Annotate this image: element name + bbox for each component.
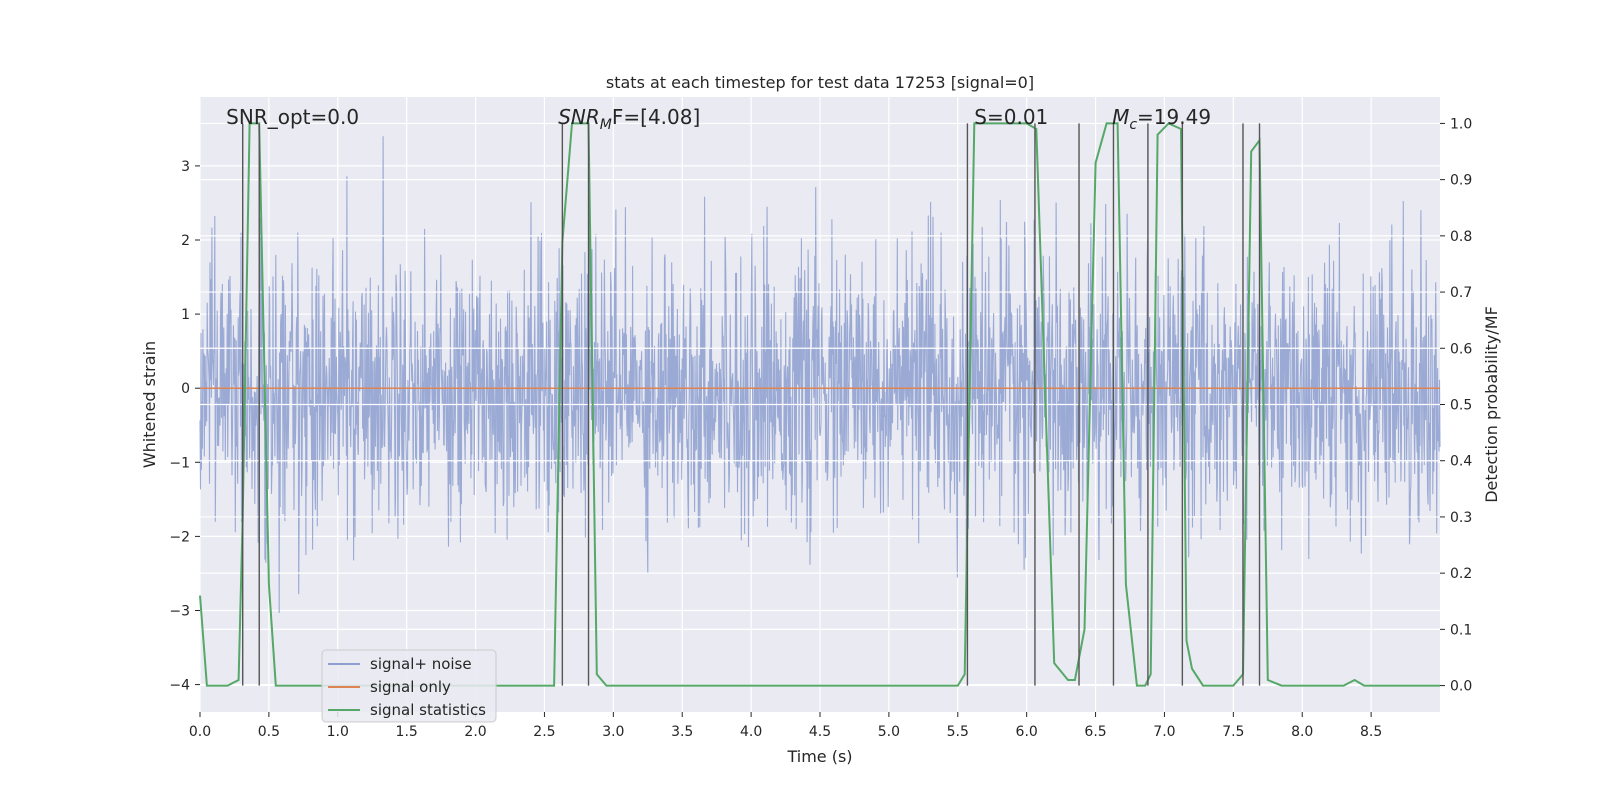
y-axis-right-label: Detection probability/MF (1482, 306, 1501, 503)
y-left-tick-label: 2 (181, 233, 190, 249)
annotation-snr-opt: SNR_opt=0.0 (226, 105, 359, 129)
y-right-tick-label: 1.0 (1450, 116, 1472, 132)
x-tick-label: 3.0 (602, 724, 624, 740)
x-tick-label: 0.5 (258, 724, 280, 740)
legend-label-signal-statistics: signal statistics (370, 701, 486, 719)
series-lines (199, 122, 1440, 687)
y-left-tick-label: 3 (181, 159, 190, 175)
x-axis-label: Time (s) (786, 747, 852, 766)
y-right-tick-label: 0.7 (1450, 285, 1472, 301)
y-right-tick-label: 0.8 (1450, 229, 1472, 245)
x-tick-label: 7.0 (1153, 724, 1175, 740)
axes: 0.0 0.5 1.0 1.5 2.0 2.5 3.0 3.5 4.0 4.5 5.0 5.5 6.0 6… (169, 116, 1472, 740)
y-left-tick-label: −2 (169, 529, 190, 545)
y-right-tick-label: 0.5 (1450, 398, 1472, 414)
annotation-mc-base: M (1112, 105, 1129, 129)
legend-box (321, 649, 497, 723)
x-tick-label: 2.0 (464, 724, 486, 740)
annotation-mc-sub: c (1129, 117, 1137, 133)
x-tick-label: 8.0 (1291, 724, 1313, 740)
annotation-snr-mf-base: SNR (558, 105, 600, 129)
annotation-chirp-mass: Mc=19.49 (1112, 105, 1211, 133)
legend-label-signal-noise: signal+ noise (370, 655, 472, 673)
x-tick-label: 6.0 (1016, 724, 1038, 740)
x-tick-label: 5.0 (878, 724, 900, 740)
y-right-tick-label: 0.3 (1450, 510, 1472, 526)
y-left-tick-label: −3 (169, 603, 190, 619)
x-tick-label: 1.0 (327, 724, 349, 740)
x-tick-label: 5.5 (947, 724, 969, 740)
series-line-signal-statistics (199, 122, 1440, 687)
x-tick-label: 0.0 (189, 724, 211, 740)
y-left-tick-label: 1 (181, 307, 190, 323)
annotation-snr-mf: SNRMF=[4.08] (558, 105, 700, 133)
x-tick-label: 1.5 (396, 724, 418, 740)
annotation-snr-mf-rest: F=[4.08] (612, 105, 700, 129)
annotation-s-value: S=0.01 (974, 105, 1048, 129)
y-right-tick-label: 0.0 (1450, 679, 1472, 695)
y-left-tick-label: −1 (169, 455, 190, 471)
y-right-tick-label: 0.1 (1450, 622, 1472, 638)
y-left-tick-label: 0 (181, 381, 190, 397)
x-tick-label: 6.5 (1084, 724, 1106, 740)
x-tick-label: 7.5 (1222, 724, 1244, 740)
series-line-signal-noise (199, 136, 1441, 614)
y-axis-left-label: Whitened strain (140, 341, 159, 468)
y-right-tick-label: 0.2 (1450, 566, 1472, 582)
x-tick-label: 2.5 (533, 724, 555, 740)
y-right-tick-label: 0.4 (1450, 454, 1472, 470)
annotation-snr-mf-sub: M (600, 117, 612, 133)
y-left-tick-label: −4 (169, 678, 190, 694)
detection-markers (242, 123, 1261, 686)
x-tick-label: 8.5 (1360, 724, 1382, 740)
legend: signal+ noise signal only signal statist… (321, 649, 497, 723)
x-tick-label: 4.0 (740, 724, 762, 740)
legend-label-signal-only: signal only (370, 678, 451, 696)
x-tick-label: 4.5 (809, 724, 831, 740)
chart-title: stats at each timestep for test data 172… (606, 73, 1034, 92)
x-tick-label: 3.5 (671, 724, 693, 740)
annotation-mc-rest: =19.49 (1137, 105, 1211, 129)
y-right-tick-label: 0.9 (1450, 173, 1472, 189)
y-right-tick-label: 0.6 (1450, 341, 1472, 357)
